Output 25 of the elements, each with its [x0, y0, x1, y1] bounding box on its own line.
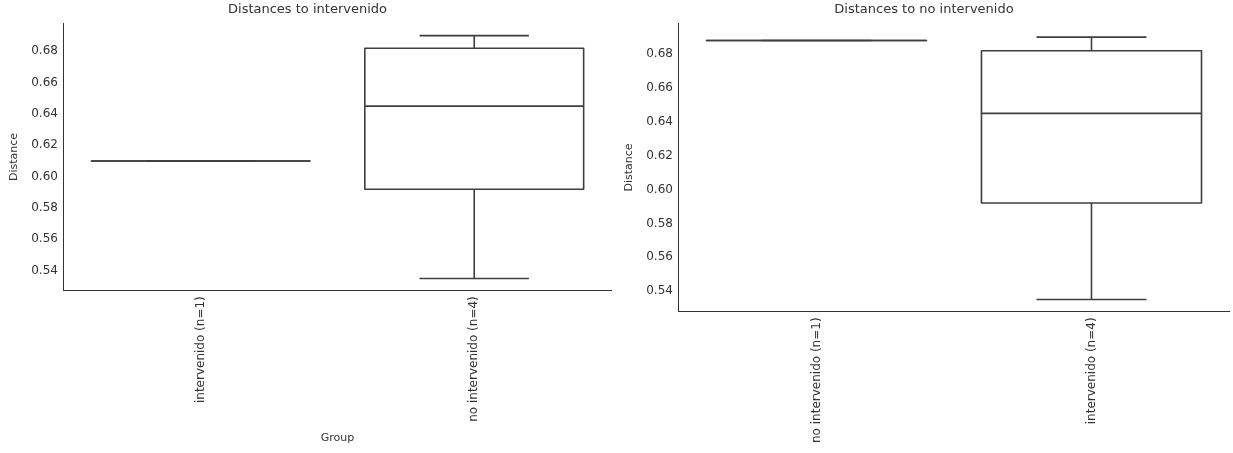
- y-tick-label: 0.68: [31, 43, 58, 58]
- x-tick-label: intervenido (n=1): [192, 296, 207, 404]
- y-tick-label: 0.54: [31, 262, 58, 277]
- y-tick-label: 0.66: [646, 80, 673, 95]
- x-tick-label: intervenido (n=4): [1083, 317, 1098, 425]
- y-tick-label: 0.54: [646, 283, 673, 298]
- y-tick-label: 0.64: [646, 113, 673, 128]
- x-axis-title: Group: [320, 431, 355, 445]
- y-axis-title: Distance: [622, 143, 636, 192]
- y-tick-label: 0.60: [31, 168, 58, 183]
- x-tick-label: no intervenido (n=4): [466, 296, 481, 422]
- y-tick-label: 0.64: [31, 106, 58, 121]
- chart-title: Distances to intervenido: [228, 1, 388, 17]
- x-tick-label: no intervenido (n=1): [808, 317, 823, 443]
- y-tick-label: 0.58: [646, 215, 673, 230]
- y-tick-label: 0.58: [31, 200, 58, 215]
- chart-title: Distances to no intervenido: [834, 1, 1014, 17]
- y-tick-label: 0.62: [31, 137, 58, 152]
- y-tick-label: 0.60: [646, 181, 673, 196]
- y-tick-label: 0.68: [646, 46, 673, 61]
- y-axis-title: Distance: [7, 132, 21, 181]
- y-tick-label: 0.62: [646, 147, 673, 162]
- y-tick-label: 0.66: [31, 74, 58, 89]
- y-tick-label: 0.56: [646, 249, 673, 264]
- y-tick-label: 0.56: [31, 231, 58, 246]
